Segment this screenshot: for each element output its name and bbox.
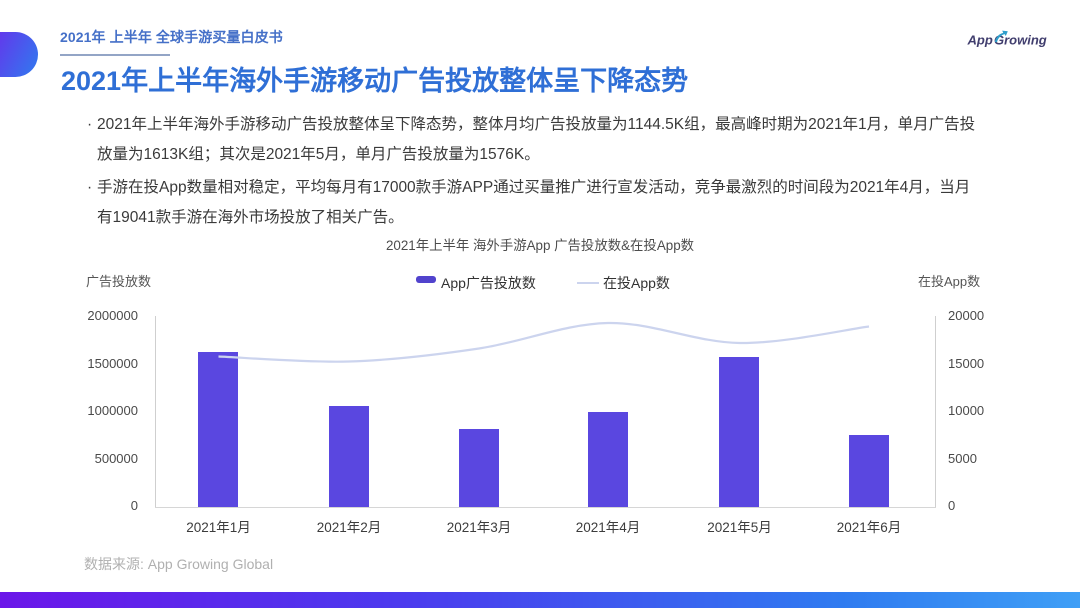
svg-text:App: App (967, 33, 993, 48)
svg-text:Growing: Growing (994, 33, 1047, 48)
